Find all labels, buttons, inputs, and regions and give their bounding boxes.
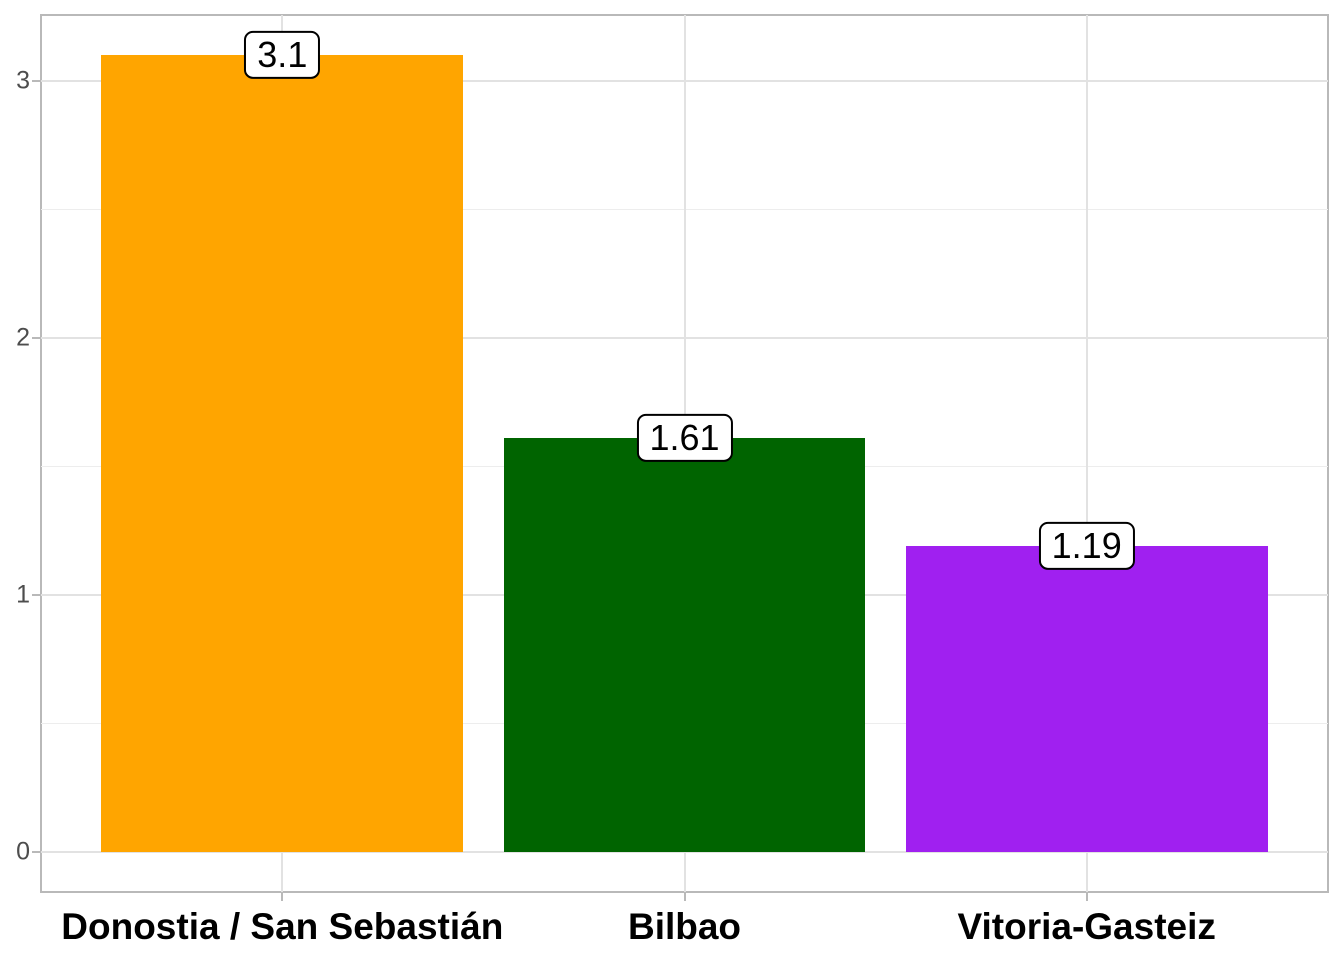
value-label: 1.61 bbox=[636, 413, 733, 463]
x-tick-label: Donostia / San Sebastián bbox=[61, 906, 504, 947]
x-tick-label: Bilbao bbox=[627, 906, 742, 947]
x-tick-mark bbox=[281, 892, 284, 901]
y-tick-label: 2 bbox=[16, 323, 30, 352]
plot-panel: 3.1 1.61 1.19 bbox=[40, 14, 1329, 893]
y-tick-mark bbox=[32, 79, 41, 82]
value-label: 1.19 bbox=[1038, 521, 1135, 571]
y-tick-label: 3 bbox=[16, 66, 30, 95]
bar bbox=[101, 54, 464, 853]
bar bbox=[905, 546, 1268, 853]
y-tick-label: 0 bbox=[16, 837, 30, 866]
x-tick-mark bbox=[683, 892, 686, 901]
grid-vertical-line bbox=[1085, 15, 1088, 892]
value-label: 3.1 bbox=[244, 30, 321, 80]
bar bbox=[503, 438, 866, 853]
y-tick-mark bbox=[32, 851, 41, 854]
y-tick-mark bbox=[32, 593, 41, 596]
y-tick-mark bbox=[32, 336, 41, 339]
x-tick-mark bbox=[1085, 892, 1088, 901]
x-tick-label: Vitoria-Gasteiz bbox=[957, 906, 1216, 947]
y-tick-label: 1 bbox=[16, 580, 30, 609]
